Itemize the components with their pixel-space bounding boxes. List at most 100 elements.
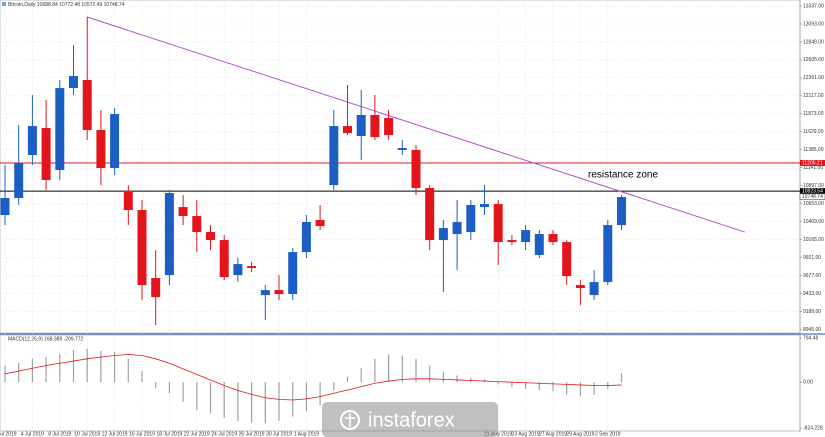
x-tick-label: 29 Aug 2019 xyxy=(566,432,594,437)
candle-body xyxy=(27,126,37,156)
candle-body xyxy=(206,232,215,241)
candle-body xyxy=(0,198,10,216)
candle-body xyxy=(603,225,613,283)
x-tick-label: 26 Jul 2019 xyxy=(239,432,265,437)
candle-body xyxy=(301,222,311,253)
y-tick-label: 10409.00 xyxy=(803,219,824,225)
candle-body xyxy=(69,76,78,89)
watermark-icon xyxy=(340,410,360,430)
candle-body xyxy=(589,282,599,296)
candle-body xyxy=(370,115,380,138)
candle-body xyxy=(192,216,202,233)
candle-body xyxy=(575,285,585,289)
y-tick-label: 12849.00 xyxy=(803,39,824,45)
y-tick-label: 11629.00 xyxy=(803,129,824,135)
x-tick-label: 4 Jul 2019 xyxy=(21,432,44,437)
candle-body xyxy=(548,234,558,243)
x-tick-label: 16 Jul 2019 xyxy=(129,432,155,437)
y-tick-label: 10165.00 xyxy=(803,237,824,243)
candle-body xyxy=(14,163,24,199)
candle-body xyxy=(384,118,394,136)
candle-body xyxy=(411,149,421,188)
x-tick-label: 23 Aug 2019 xyxy=(512,432,540,437)
x-tick-label: 18 Jul 2019 xyxy=(156,432,182,437)
macd-title: MACD(12,26,9) 168.388 -209.772 xyxy=(8,336,84,342)
macd-signal xyxy=(4,353,622,401)
x-tick-label: 22 Jul 2019 xyxy=(184,432,210,437)
y-tick-label: 12361.00 xyxy=(803,75,824,81)
candle-body xyxy=(480,204,489,208)
candle-body xyxy=(82,80,92,131)
y-tick-label: 12117.00 xyxy=(803,93,824,99)
chart-title: Bitcoin,Daily 10688.84 10772.48 10572.49… xyxy=(8,2,125,8)
annotation: resistance zone xyxy=(588,170,658,181)
watermark: instaforex xyxy=(368,409,455,431)
candle-body xyxy=(288,252,298,295)
y-tick-label: 11385.00 xyxy=(803,147,824,153)
candle-body xyxy=(452,222,462,235)
candle-body xyxy=(260,290,270,296)
y-tick-label: 11141.00 xyxy=(803,165,823,171)
y-tick-label: 9677.00 xyxy=(803,273,821,279)
candle-body xyxy=(315,220,325,227)
level-label-box xyxy=(800,160,825,167)
candle-body xyxy=(397,148,407,150)
candle-body xyxy=(466,205,476,233)
level-label-box xyxy=(800,188,825,195)
candle-body xyxy=(329,126,339,186)
x-tick-label: 24 Jul 2019 xyxy=(211,432,237,437)
candle-body xyxy=(534,234,544,256)
candle-body xyxy=(343,126,352,134)
level-label: 11205.21 xyxy=(802,160,823,166)
candle-body xyxy=(151,278,161,298)
y-tick-label: 8945.00 xyxy=(803,327,821,333)
candle-body xyxy=(123,192,133,211)
title-icon xyxy=(2,2,6,6)
y-tick-label: 9433.00 xyxy=(803,291,821,297)
x-tick-label: 10 Jul 2019 xyxy=(74,432,100,437)
y-tick-label: 11873.00 xyxy=(803,111,824,117)
y-tick-label: 10897.00 xyxy=(803,183,824,189)
last-price-box xyxy=(799,193,825,200)
candle-body xyxy=(247,266,257,269)
x-tick-label: 27 Aug 2019 xyxy=(539,432,567,437)
x-tick-label: 30 Jul 2019 xyxy=(266,432,292,437)
y-tick-label: 10653.00 xyxy=(803,201,824,207)
x-tick-label: 2 Sep 2019 xyxy=(595,432,621,437)
candle-body xyxy=(521,230,531,243)
candle-body xyxy=(438,228,448,241)
candle-body xyxy=(137,210,147,286)
y-tick-label: 13337.00 xyxy=(803,3,824,9)
x-tick-label: 1 Aug 2019 xyxy=(294,432,320,437)
candle-body xyxy=(507,240,517,243)
x-tick-label: 21 Aug 2019 xyxy=(484,432,512,437)
price-pane xyxy=(0,0,801,334)
x-tick-label: 12 Jul 2019 xyxy=(102,432,128,437)
candle-body xyxy=(110,114,120,169)
candle-body xyxy=(493,204,503,243)
candle-body xyxy=(356,115,366,136)
level-label: 10823.54 xyxy=(802,188,823,194)
candle-body xyxy=(274,290,284,295)
x-tick-label: 8 Jul 2019 xyxy=(48,432,71,437)
candle-body xyxy=(41,128,51,181)
trendline xyxy=(87,16,745,233)
candle-body xyxy=(233,264,243,276)
last-price-label: 10748.74 xyxy=(802,194,823,200)
candle-body xyxy=(219,240,229,278)
candle-body xyxy=(55,88,65,171)
macd-y-tick-label: 794.48 xyxy=(803,335,819,341)
candle-body xyxy=(164,193,174,276)
y-tick-label: 9189.00 xyxy=(803,309,821,315)
candle-body xyxy=(562,242,572,277)
y-tick-label: 13093.00 xyxy=(803,21,824,27)
y-tick-label: 9921.00 xyxy=(803,255,821,261)
macd-y-tick-label: -824.228 xyxy=(803,425,823,431)
watermark-box xyxy=(322,402,498,437)
candle-body xyxy=(425,187,435,241)
x-tick-label: 2 Jul 2019 xyxy=(0,432,17,437)
candle-body xyxy=(96,130,106,169)
